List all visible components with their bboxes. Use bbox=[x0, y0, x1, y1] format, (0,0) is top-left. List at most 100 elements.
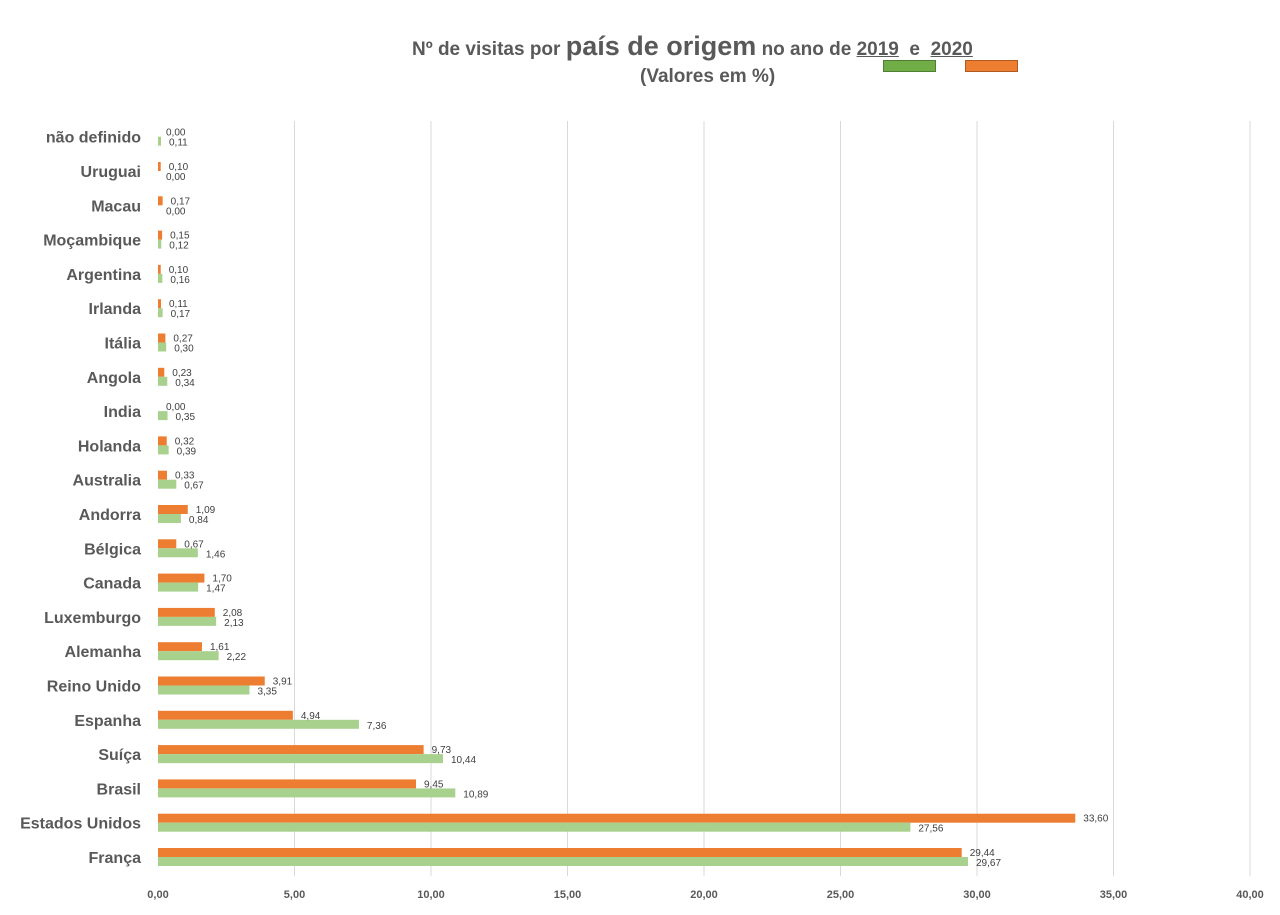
x-tick-label: 30,00 bbox=[963, 889, 991, 901]
bar-2020 bbox=[158, 436, 167, 446]
bar-2019 bbox=[158, 479, 177, 489]
bar-2020 bbox=[158, 848, 962, 857]
x-tick-label: 25,00 bbox=[827, 889, 855, 901]
data-label-2019: 27,56 bbox=[918, 824, 943, 835]
gridlines bbox=[294, 121, 1251, 876]
category-label: Andorra bbox=[79, 507, 141, 524]
legend-year-2020: 2020 bbox=[930, 39, 973, 60]
bar-2020 bbox=[158, 642, 202, 652]
data-label-2019: 10,89 bbox=[463, 789, 488, 800]
data-label-2019: 0,17 bbox=[171, 309, 191, 320]
bar-2020 bbox=[158, 573, 205, 583]
data-label-2019: 0,39 bbox=[177, 446, 197, 457]
data-label-2019: 0,34 bbox=[175, 378, 195, 389]
bar-2019 bbox=[158, 239, 162, 249]
x-tick-label: 35,00 bbox=[1100, 889, 1128, 901]
chart-title: Nº de visitas por país de origem no ano … bbox=[412, 30, 973, 66]
category-label: Australia bbox=[73, 473, 142, 490]
bar-2019 bbox=[158, 273, 163, 283]
category-label: Uruguai bbox=[81, 164, 141, 181]
data-label-2019: 1,46 bbox=[206, 549, 226, 560]
data-label-2020: 0,27 bbox=[173, 334, 193, 345]
bar-2020 bbox=[158, 505, 188, 514]
data-label-2020: 3,91 bbox=[273, 677, 293, 688]
data-label-2019: 0,30 bbox=[174, 344, 194, 355]
data-label-2019: 0,00 bbox=[166, 172, 186, 183]
data-label-2020: 2,08 bbox=[223, 608, 243, 619]
bar-2019 bbox=[158, 719, 359, 729]
bar-2019 bbox=[158, 445, 169, 455]
category-label: Brasil bbox=[97, 781, 141, 798]
bar-2019 bbox=[158, 582, 199, 592]
x-tick-label: 20,00 bbox=[690, 889, 718, 901]
data-label-2019: 2,13 bbox=[224, 618, 244, 629]
data-label-2019: 0,16 bbox=[170, 275, 190, 286]
category-label: Moçambique bbox=[43, 233, 141, 250]
bar-2019 bbox=[158, 685, 250, 695]
chart-subtitle: (Valores em %) bbox=[640, 66, 776, 87]
data-label-2020: 0,17 bbox=[171, 196, 191, 207]
data-label-2020: 1,61 bbox=[210, 642, 230, 653]
data-label-2020: 0,23 bbox=[172, 368, 192, 379]
bar-2020 bbox=[158, 813, 1076, 823]
category-label: Estados Unidos bbox=[20, 816, 141, 833]
data-label-2020: 1,09 bbox=[196, 505, 216, 516]
bar-2019 bbox=[158, 548, 198, 558]
data-label-2020: 0,67 bbox=[184, 539, 204, 550]
category-label: França bbox=[89, 850, 142, 867]
category-label: Angola bbox=[87, 370, 141, 387]
x-tick-label: 0,00 bbox=[147, 889, 168, 901]
bars bbox=[158, 136, 1076, 866]
category-label: Reino Unido bbox=[47, 679, 141, 696]
x-tick-label: 15,00 bbox=[554, 889, 582, 901]
data-label-2019: 0,84 bbox=[189, 515, 209, 526]
data-label-2019: 10,44 bbox=[451, 755, 476, 766]
category-label: Alemanha bbox=[65, 644, 142, 661]
bar-2020 bbox=[158, 710, 293, 720]
title-prefix: Nº de visitas por bbox=[412, 39, 561, 60]
data-label-2020: 0,15 bbox=[170, 231, 190, 242]
bar-2020 bbox=[158, 607, 215, 617]
bar-2020 bbox=[158, 779, 416, 789]
data-label-2020: 29,44 bbox=[970, 848, 995, 859]
data-label-2020: 1,70 bbox=[212, 574, 232, 585]
bar-2019 bbox=[158, 651, 219, 661]
category-label: Canada bbox=[83, 576, 141, 593]
bar-2020 bbox=[158, 539, 177, 549]
category-label: Irlanda bbox=[89, 301, 142, 318]
legend-year-2019: 2019 bbox=[856, 39, 899, 60]
data-label-2019: 1,47 bbox=[206, 584, 226, 595]
data-label-2020: 4,94 bbox=[301, 711, 321, 722]
bar-2020 bbox=[158, 230, 163, 240]
bar-2019 bbox=[158, 376, 168, 386]
chart-title-area: Nº de visitas por país de origem no ano … bbox=[0, 0, 1280, 110]
bar-2020 bbox=[158, 676, 265, 686]
x-tick-label: 10,00 bbox=[417, 889, 445, 901]
data-label-2020: 0,11 bbox=[169, 299, 188, 310]
bar-2020 bbox=[158, 333, 166, 343]
category-label: Luxemburgo bbox=[44, 610, 141, 627]
category-label: Itália bbox=[105, 336, 142, 353]
bar-2020 bbox=[158, 299, 162, 309]
category-label: Bélgica bbox=[84, 541, 141, 558]
category-label: Suíça bbox=[98, 747, 141, 764]
bar-2019 bbox=[158, 514, 181, 523]
bar-2019 bbox=[158, 754, 444, 764]
data-label-2019: 7,36 bbox=[367, 721, 387, 732]
data-label-2019: 0,11 bbox=[169, 138, 188, 149]
bar-2019 bbox=[158, 822, 911, 832]
category-label: Argentina bbox=[66, 267, 141, 284]
bar-2020 bbox=[158, 367, 165, 377]
legend-swatch-2019 bbox=[883, 60, 936, 72]
title-middle: no ano de bbox=[761, 39, 852, 60]
bar-2019 bbox=[158, 342, 167, 352]
category-label: Espanha bbox=[74, 713, 141, 730]
bar-2019 bbox=[158, 308, 163, 318]
bar-2020 bbox=[158, 745, 424, 755]
category-label: não definido bbox=[46, 130, 141, 147]
category-labels: França Estados Unidos Brasil Suíça Espanha Re… bbox=[20, 130, 141, 867]
legend-swatch-2020 bbox=[965, 60, 1018, 72]
data-label-2020: 0,00 bbox=[166, 402, 186, 413]
